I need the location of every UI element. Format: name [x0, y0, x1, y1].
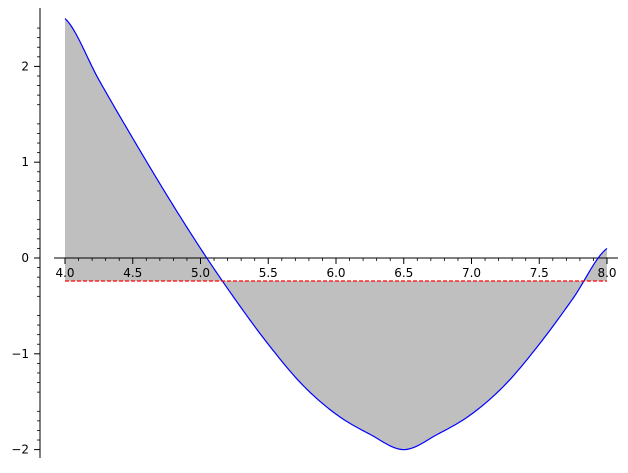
- x-tick-label: 6.0: [326, 266, 345, 280]
- y-tick-label: −2: [11, 443, 29, 457]
- x-tick-label: 8.0: [597, 266, 616, 280]
- y-tick-label: −1: [11, 347, 29, 361]
- y-tick-label: 2: [21, 59, 29, 73]
- tick-layer: 4.0 4.5 5.0 5.5 6.0 6.5 7.0 7.5 8.0 −2 −1 0 1 2: [11, 27, 617, 457]
- fill-region-layer: [65, 18, 607, 450]
- x-tick-label: 5.5: [259, 266, 278, 280]
- x-tick-label: 5.0: [191, 266, 210, 280]
- function-curve: [64, 18, 608, 451]
- fill-region: [65, 18, 607, 450]
- series-layer: [64, 18, 608, 451]
- y-tick-label: 1: [21, 155, 29, 169]
- x-tick-label: 6.5: [394, 266, 413, 280]
- x-tick-label: 4.5: [123, 266, 142, 280]
- y-tick-label: 0: [21, 251, 29, 265]
- x-tick-label: 7.0: [462, 266, 481, 280]
- x-tick-label: 7.5: [530, 266, 549, 280]
- x-tick-label: 4.0: [55, 266, 74, 280]
